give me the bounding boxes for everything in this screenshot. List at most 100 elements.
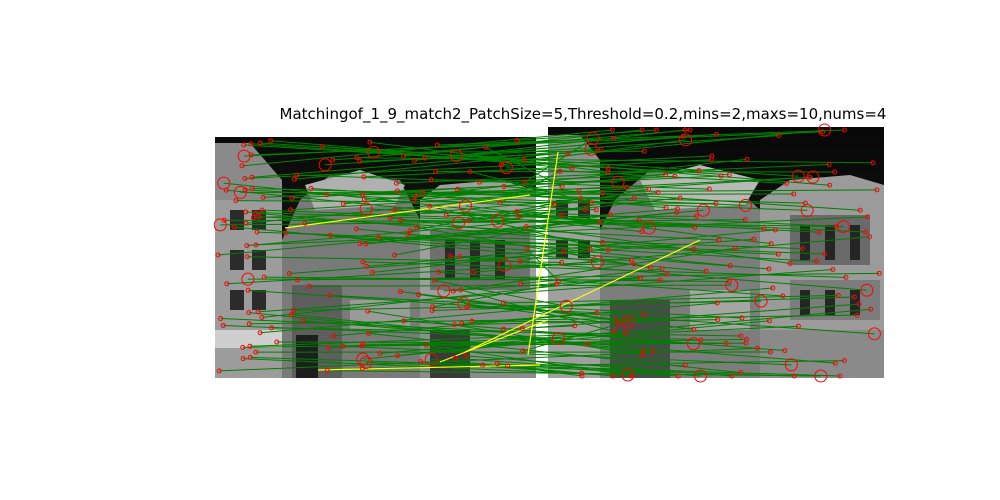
keypoint-marker (243, 209, 249, 215)
keypoint-marker (361, 196, 367, 202)
keypoint-marker (431, 277, 437, 283)
keypoint-marker (422, 155, 428, 161)
keypoint-marker (300, 318, 306, 324)
keypoint-marker (246, 310, 252, 316)
keypoint-marker (257, 140, 263, 146)
keypoint-marker (814, 369, 828, 383)
keypoint-marker (615, 321, 621, 327)
keypoint-marker (706, 186, 712, 192)
keypoint-marker (363, 263, 369, 269)
match-line (249, 314, 858, 325)
match-line (422, 189, 878, 194)
keypoint-marker (494, 361, 500, 367)
keypoint-marker (401, 318, 407, 324)
keypoint-marker (359, 202, 373, 216)
match-line (379, 308, 871, 355)
keypoint-marker (646, 186, 652, 192)
keypoint-marker (599, 190, 605, 196)
keypoint-marker (357, 158, 363, 164)
match-line (330, 234, 770, 270)
keypoint-marker (215, 252, 221, 258)
keypoint-marker (799, 246, 805, 252)
match-line (485, 146, 563, 188)
match-line (458, 188, 649, 224)
match-line (327, 370, 821, 377)
keypoint-marker (628, 257, 634, 263)
keypoint-marker (240, 344, 246, 350)
keypoint-marker (650, 348, 656, 354)
keypoint-marker (499, 162, 505, 168)
keypoint-marker (639, 352, 645, 358)
keypoint-marker (856, 301, 862, 307)
keypoint-marker (657, 277, 663, 283)
keypoint-marker (324, 368, 330, 374)
match-line (432, 296, 855, 311)
keypoint-marker (288, 312, 294, 318)
keypoint-marker (827, 182, 833, 188)
keypoint-marker (597, 219, 603, 225)
match-line (246, 190, 580, 224)
keypoint-marker (416, 292, 422, 298)
keypoint-marker (653, 127, 659, 133)
match-line (343, 158, 748, 205)
keypoint-marker (327, 292, 333, 298)
keypoint-marker (628, 373, 634, 379)
keypoint-marker (675, 373, 681, 379)
keypoint-marker (269, 325, 275, 331)
keypoint-marker (726, 172, 732, 178)
keypoint-marker (387, 215, 393, 221)
keypoint-marker (851, 294, 857, 300)
keypoint-marker (356, 352, 370, 366)
keypoint-marker (822, 251, 828, 257)
match-line (437, 129, 845, 146)
keypoint-marker (247, 343, 253, 349)
keypoint-marker (806, 170, 820, 184)
keypoint-marker (692, 224, 698, 230)
keypoint-marker (523, 224, 529, 230)
match-line (264, 276, 730, 283)
keypoint-marker (501, 184, 507, 190)
keypoint-marker (768, 241, 774, 247)
keypoint-marker (365, 308, 371, 314)
keypoint-marker (816, 229, 822, 235)
keypoint-marker (308, 185, 314, 191)
keypoint-marker (392, 207, 398, 213)
keypoint-marker (594, 310, 600, 316)
keypoint-marker (696, 168, 702, 174)
match-line (226, 189, 642, 233)
keypoint-marker (743, 340, 749, 346)
match-line (270, 140, 830, 186)
keypoint-marker (256, 214, 262, 220)
keypoint-marker (739, 198, 753, 212)
match-line (365, 362, 795, 377)
keypoint-marker (691, 326, 697, 332)
keypoint-marker (835, 292, 841, 298)
match-line (220, 317, 701, 341)
keypoint-marker (857, 207, 863, 213)
match-line (517, 129, 657, 141)
keypoint-marker (257, 330, 263, 336)
keypoint-marker (414, 224, 420, 230)
keypoint-marker (249, 185, 255, 191)
match-line (363, 159, 712, 178)
keypoint-marker (772, 227, 778, 233)
keypoint-marker (621, 315, 635, 329)
keypoint-marker (470, 269, 476, 275)
match-line (369, 141, 608, 173)
keypoint-marker (340, 343, 346, 349)
keypoint-marker (610, 136, 616, 142)
keypoint-marker (449, 149, 463, 163)
keypoint-marker (642, 221, 656, 235)
keypoint-marker (664, 271, 670, 277)
keypoint-marker (680, 133, 686, 139)
keypoint-marker (319, 143, 325, 149)
keypoint-marker (483, 144, 489, 150)
match-line (456, 135, 684, 157)
keypoint-marker (637, 275, 643, 281)
keypoint-marker (514, 209, 520, 215)
keypoint-marker (876, 270, 882, 276)
keypoint-marker (250, 214, 256, 220)
keypoint-marker (330, 333, 336, 339)
keypoint-marker (498, 258, 512, 272)
outlier-line (439, 319, 549, 363)
